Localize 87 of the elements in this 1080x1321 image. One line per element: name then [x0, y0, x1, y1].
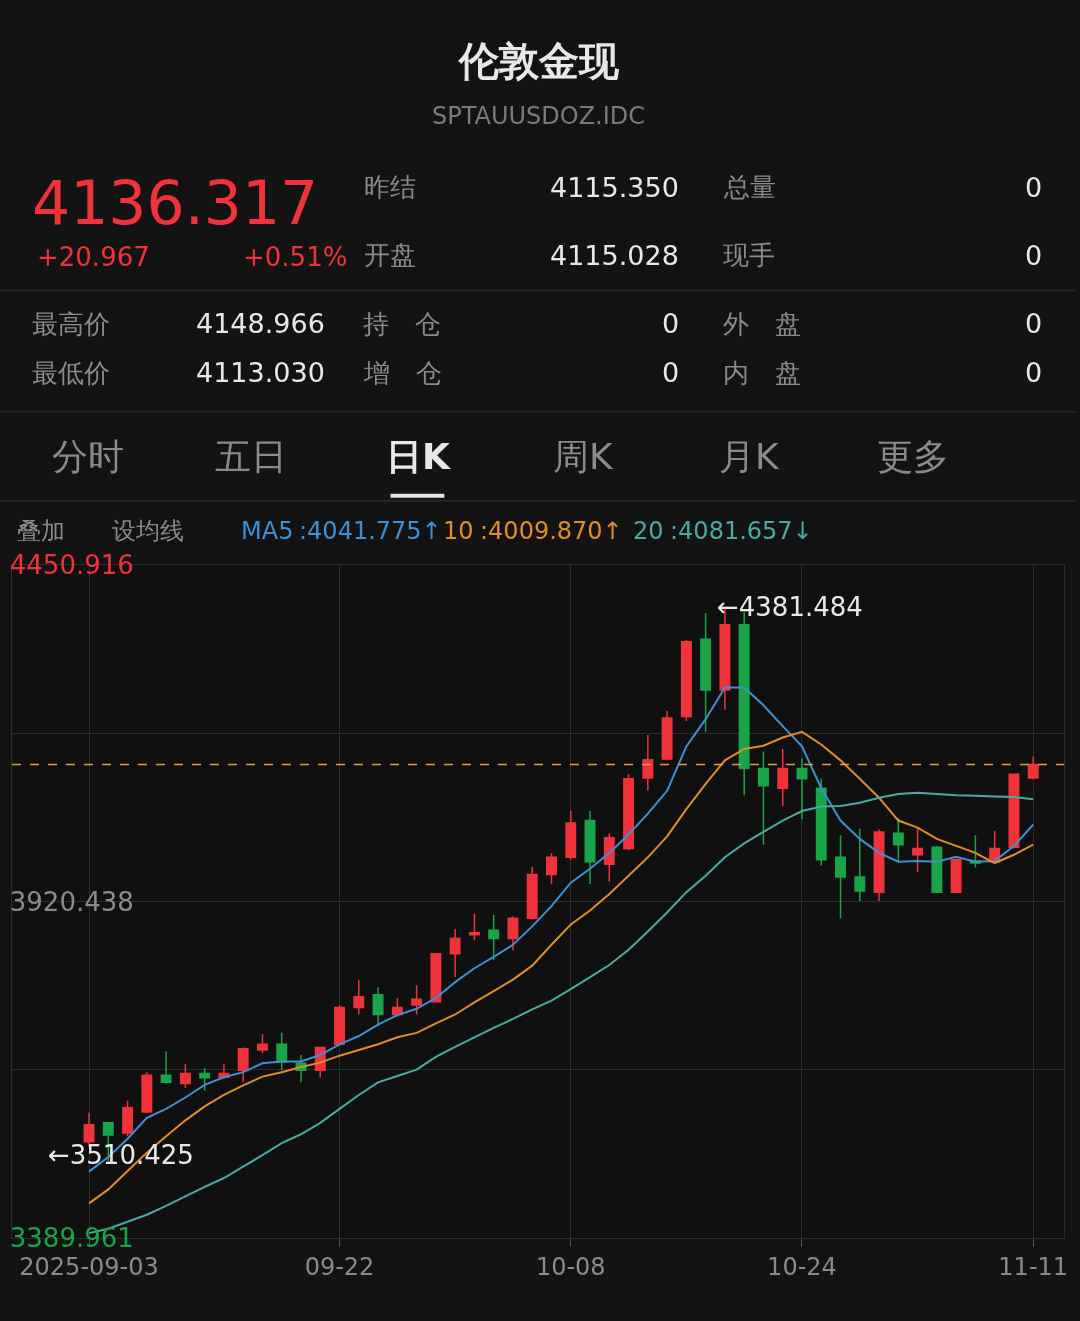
candlestick — [815, 777, 827, 867]
text: 开盘 — [364, 240, 416, 270]
text: 持 仓 — [363, 309, 441, 339]
text: 4136.317 — [32, 168, 319, 238]
text: 总量 — [723, 172, 776, 202]
chart-subtitle: SPTAUUSDOZ.IDC — [432, 102, 646, 130]
x-tick-label: 11-11 — [998, 1253, 1069, 1282]
candlestick — [353, 979, 365, 1016]
y-tick-label: 3389.961 — [9, 1222, 134, 1253]
candlestick — [199, 1067, 211, 1092]
candlestick — [661, 710, 673, 762]
candlestick — [584, 810, 596, 885]
candlestick — [873, 828, 885, 902]
text: 设均线 — [112, 517, 184, 545]
candlestick — [488, 914, 500, 961]
text: 叠加 — [17, 517, 65, 545]
candlestick — [603, 832, 615, 883]
y-tick-label: 3920.438 — [9, 886, 134, 917]
text: +0.51% — [243, 242, 348, 272]
text: 0 — [1025, 308, 1043, 339]
candlestick — [700, 612, 712, 733]
text: 周K — [553, 436, 614, 477]
candlestick — [237, 1046, 249, 1084]
y-tick-label: 4450.916 — [9, 550, 134, 581]
candlestick — [950, 857, 962, 893]
candlestick — [912, 826, 924, 873]
text: 10 — [443, 517, 474, 545]
candlestick — [835, 834, 846, 919]
text: 内 盘 — [723, 358, 801, 388]
text: 昨结 — [364, 172, 416, 202]
text: 外 盘 — [723, 309, 801, 339]
text: 分时 — [52, 436, 124, 477]
text: 0 — [1025, 240, 1043, 271]
text: :4041.775↑ — [299, 517, 442, 545]
text: 4115.028 — [550, 240, 679, 271]
text: 4113.030 — [196, 357, 325, 388]
x-tick-label: 09-22 — [304, 1253, 375, 1282]
candlestick — [777, 748, 789, 807]
text: 最高价 — [32, 309, 110, 339]
candlestick — [526, 866, 538, 921]
candlestick — [256, 1033, 268, 1054]
candlestick — [507, 915, 519, 952]
text: 0 — [1025, 357, 1043, 388]
candlestick — [623, 773, 635, 852]
candlestick — [1008, 772, 1020, 850]
text: 20 — [633, 517, 664, 545]
candlestick — [642, 734, 654, 792]
text: MA5 — [241, 517, 294, 545]
candlestick — [449, 928, 461, 978]
text: 0 — [662, 357, 680, 388]
text: 月K — [719, 436, 780, 477]
text: 0 — [662, 308, 680, 339]
candlestick — [179, 1063, 191, 1089]
text: 增 仓 — [363, 358, 442, 388]
text: +20.967 — [37, 242, 150, 272]
candlestick — [546, 852, 557, 885]
x-tick-label: 2025-09-03 — [19, 1253, 159, 1282]
text: 现手 — [723, 240, 775, 270]
candlestick — [680, 639, 692, 722]
text: 0 — [1025, 172, 1043, 203]
candlestick — [565, 810, 577, 861]
candlestick — [372, 986, 384, 1027]
text: 更多 — [877, 436, 949, 477]
candlestick — [796, 757, 808, 821]
candlestick — [411, 984, 423, 1016]
candlestick — [892, 817, 904, 862]
candlestick — [122, 1099, 134, 1137]
candlestick — [1027, 755, 1039, 781]
x-tick-label: 10-24 — [767, 1253, 837, 1282]
text: :4081.657↓ — [670, 517, 813, 545]
text: :4009.870↑ — [480, 517, 623, 545]
text: 最低价 — [32, 358, 110, 388]
text: 4115.350 — [550, 172, 679, 203]
candlestick — [334, 1004, 345, 1047]
x-tick-label: 10-08 — [535, 1253, 606, 1282]
candlestick — [468, 912, 480, 942]
candlestick — [160, 1050, 172, 1085]
candlestick — [757, 750, 769, 846]
text: 日K — [386, 436, 451, 477]
candlestick — [854, 828, 866, 902]
chart-title: 伦敦金现 — [457, 38, 620, 84]
candlestick — [141, 1071, 153, 1115]
text: 五日 — [215, 436, 287, 477]
annotation: ←4381.484 — [717, 592, 863, 622]
candlestick — [430, 952, 442, 1004]
text: 4148.966 — [196, 308, 325, 339]
candlestick — [931, 845, 943, 893]
